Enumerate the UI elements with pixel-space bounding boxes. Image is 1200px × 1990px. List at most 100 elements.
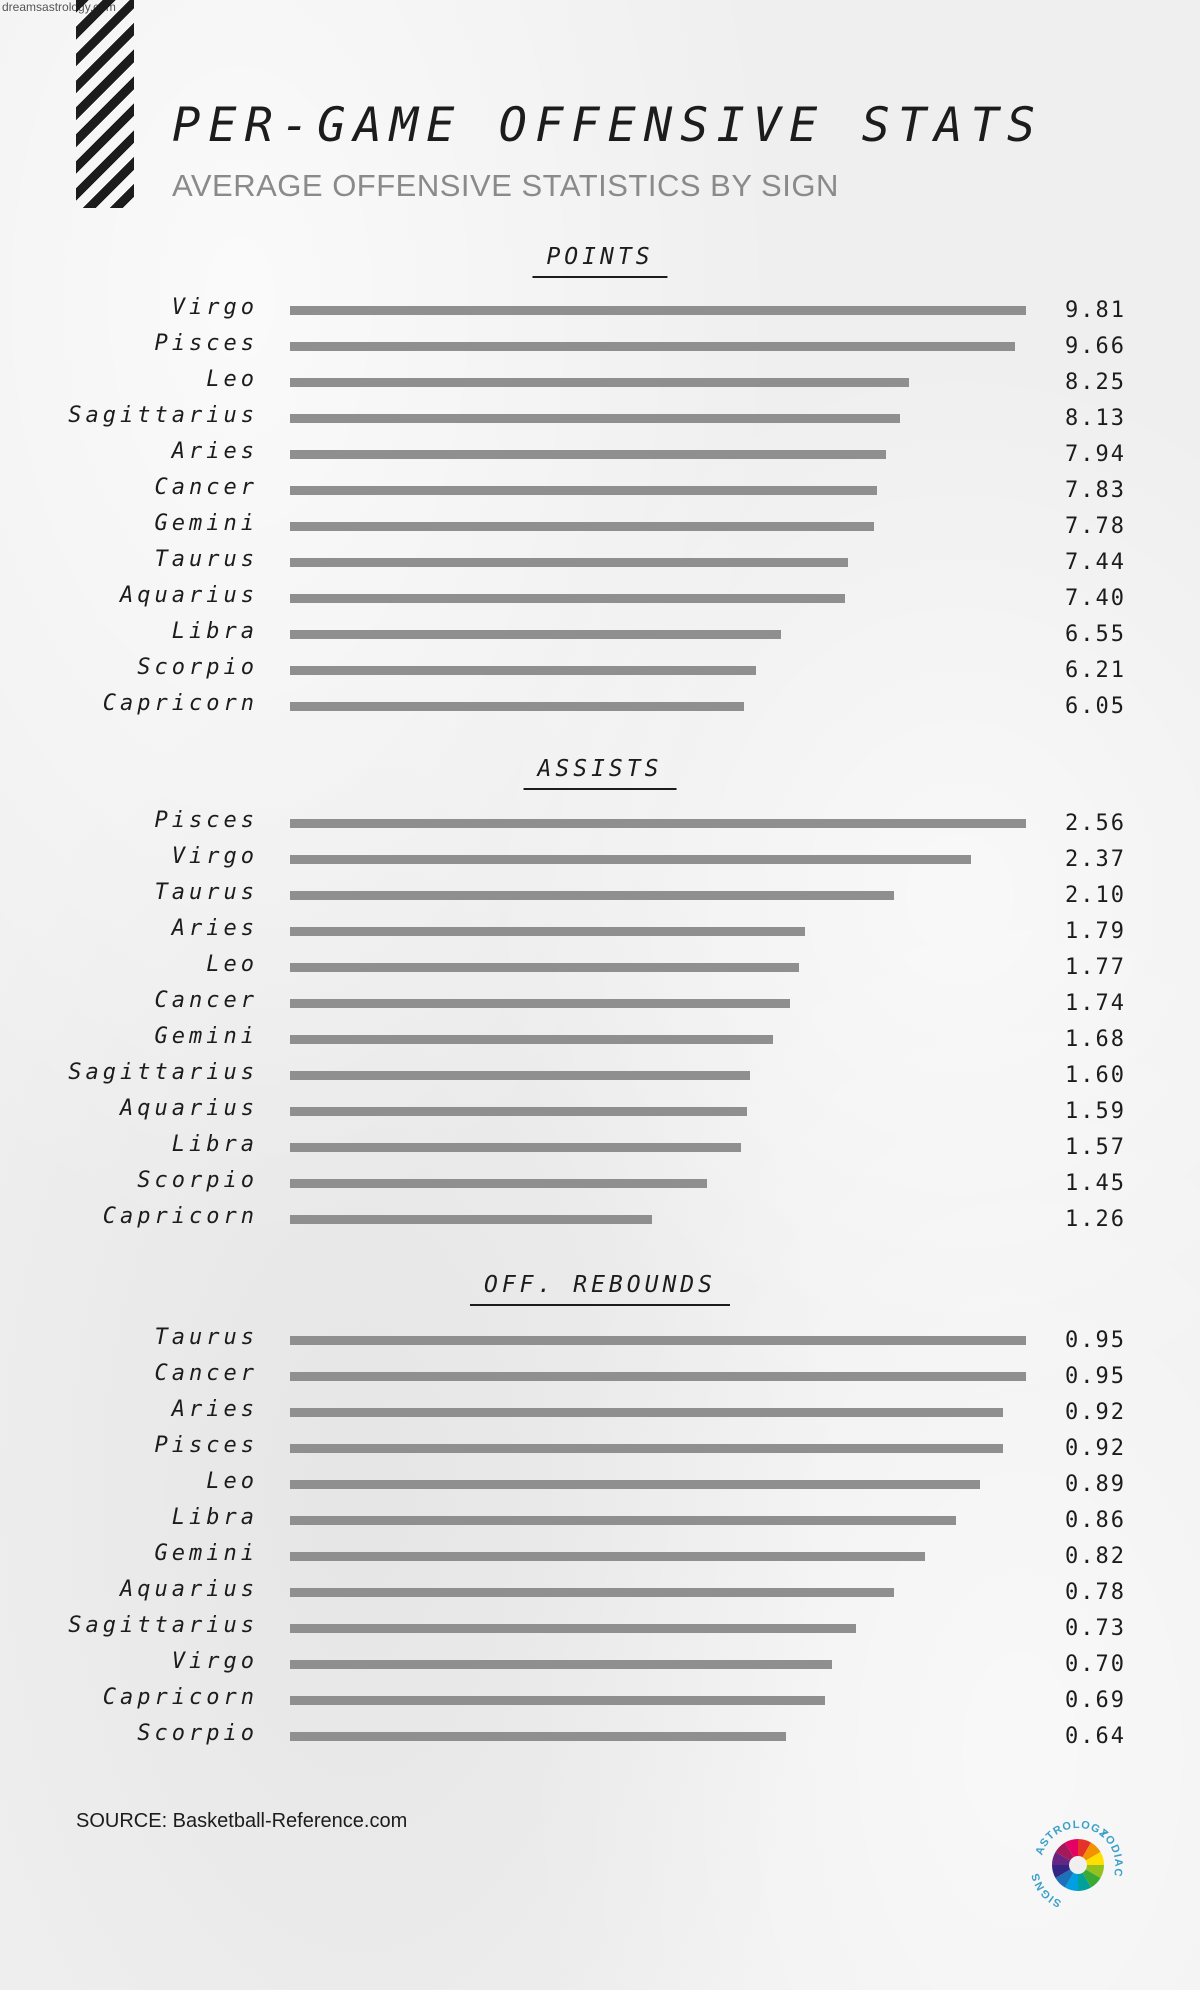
value-label: 8.25 [1065,370,1126,395]
category-label: Taurus [154,1325,258,1350]
value-label: 0.69 [1065,1688,1126,1713]
category-label: Virgo [171,295,258,320]
value-label: 1.26 [1065,1207,1126,1232]
category-label: Capricorn [102,1685,258,1710]
value-label: 7.94 [1065,442,1126,467]
bar [290,1071,750,1080]
bar [290,1215,652,1224]
bar [290,1732,786,1741]
category-label: Aquarius [120,1096,258,1121]
bar [290,630,781,639]
value-label: 0.89 [1065,1472,1126,1497]
category-label: Gemini [154,511,258,536]
bar [290,342,1015,351]
category-label: Taurus [154,880,258,905]
category-label: Leo [206,952,258,977]
category-label: Sagittarius [68,403,258,428]
bar [290,1372,1026,1381]
value-label: 2.37 [1065,847,1126,872]
bar [290,522,874,531]
bar [290,927,805,936]
value-label: 0.95 [1065,1328,1126,1353]
value-label: 7.44 [1065,550,1126,575]
category-label: Capricorn [102,691,258,716]
bar [290,702,744,711]
bar [290,963,799,972]
category-label: Cancer [154,475,258,500]
bar [290,558,848,567]
page-title: PER-GAME OFFENSIVE STATS [172,98,1044,153]
bar [290,1588,894,1597]
category-label: Cancer [154,988,258,1013]
value-label: 0.70 [1065,1652,1126,1677]
bar [290,1179,707,1188]
bar [290,1107,747,1116]
value-label: 2.10 [1065,883,1126,908]
bar [290,1552,925,1561]
category-label: Taurus [154,547,258,572]
value-label: 1.79 [1065,919,1126,944]
bar [290,1143,741,1152]
value-label: 1.57 [1065,1135,1126,1160]
bar [290,378,909,387]
bar [290,891,894,900]
category-label: Pisces [154,331,258,356]
value-label: 0.64 [1065,1724,1126,1749]
value-label: 0.82 [1065,1544,1126,1569]
bar [290,486,877,495]
bar [290,414,900,423]
value-label: 8.13 [1065,406,1126,431]
value-label: 0.92 [1065,1400,1126,1425]
value-label: 1.74 [1065,991,1126,1016]
value-label: 0.92 [1065,1436,1126,1461]
bar [290,1516,956,1525]
bar [290,855,971,864]
bar [290,1336,1026,1345]
bar [290,1408,1003,1417]
bar [290,450,886,459]
value-label: 7.78 [1065,514,1126,539]
value-label: 0.78 [1065,1580,1126,1605]
bar [290,1444,1003,1453]
value-label: 6.05 [1065,694,1126,719]
value-label: 0.86 [1065,1508,1126,1533]
value-label: 7.40 [1065,586,1126,611]
bar [290,1624,856,1633]
category-label: Leo [206,1469,258,1494]
bar [290,306,1026,315]
bar [290,819,1026,828]
bar [290,1480,980,1489]
value-label: 0.73 [1065,1616,1126,1641]
bar [290,594,845,603]
category-label: Capricorn [102,1204,258,1229]
category-label: Pisces [154,808,258,833]
value-label: 9.81 [1065,298,1126,323]
category-label: Pisces [154,1433,258,1458]
category-label: Cancer [154,1361,258,1386]
value-label: 2.56 [1065,811,1126,836]
category-label: Virgo [171,1649,258,1674]
page-subtitle: AVERAGE OFFENSIVE STATISTICS BY SIGN [172,168,839,203]
category-label: Sagittarius [68,1060,258,1085]
category-label: Virgo [171,844,258,869]
zodiac-wheel-icon: ASTROLOGY ZODIAC SIGNS [1030,1819,1124,1909]
category-label: Libra [171,619,258,644]
category-label: Sagittarius [68,1613,258,1638]
value-label: 7.83 [1065,478,1126,503]
category-label: Libra [171,1132,258,1157]
bar [290,1035,773,1044]
category-label: Aquarius [120,1577,258,1602]
value-label: 0.95 [1065,1364,1126,1389]
value-label: 1.59 [1065,1099,1126,1124]
category-label: Scorpio [137,655,258,680]
value-label: 1.45 [1065,1171,1126,1196]
category-label: Gemini [154,1024,258,1049]
category-label: Libra [171,1505,258,1530]
value-label: 6.21 [1065,658,1126,683]
category-label: Gemini [154,1541,258,1566]
category-label: Scorpio [137,1721,258,1746]
bar [290,666,756,675]
category-label: Scorpio [137,1168,258,1193]
value-label: 6.55 [1065,622,1126,647]
value-label: 1.77 [1065,955,1126,980]
